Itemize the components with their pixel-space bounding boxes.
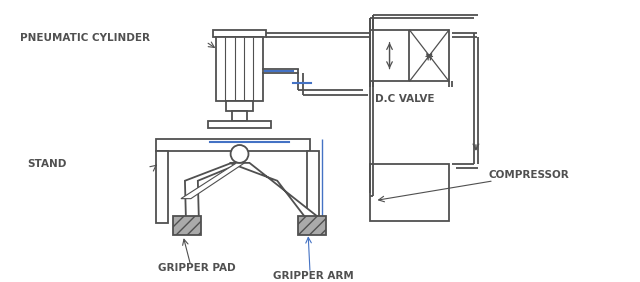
Bar [208,121,271,128]
Text: GRIPPER PAD: GRIPPER PAD [158,263,236,273]
Text: GRIPPER ARM: GRIPPER ARM [273,271,354,281]
Bar [216,37,264,101]
Text: COMPRESSOR: COMPRESSOR [489,170,570,180]
Text: STAND: STAND [27,159,67,169]
Text: PNEUMATIC CYLINDER: PNEUMATIC CYLINDER [20,33,150,43]
Polygon shape [185,163,241,219]
Text: D.C VALVE: D.C VALVE [374,94,434,104]
Bar [370,164,449,221]
Bar [212,30,266,37]
Polygon shape [230,163,320,219]
Bar [156,151,168,223]
Polygon shape [181,163,244,199]
Bar [156,139,310,151]
Polygon shape [173,215,201,235]
Circle shape [230,145,248,163]
Bar [226,101,253,111]
Bar [307,151,319,223]
Polygon shape [298,215,326,235]
Bar [370,30,449,81]
Bar [232,111,248,121]
